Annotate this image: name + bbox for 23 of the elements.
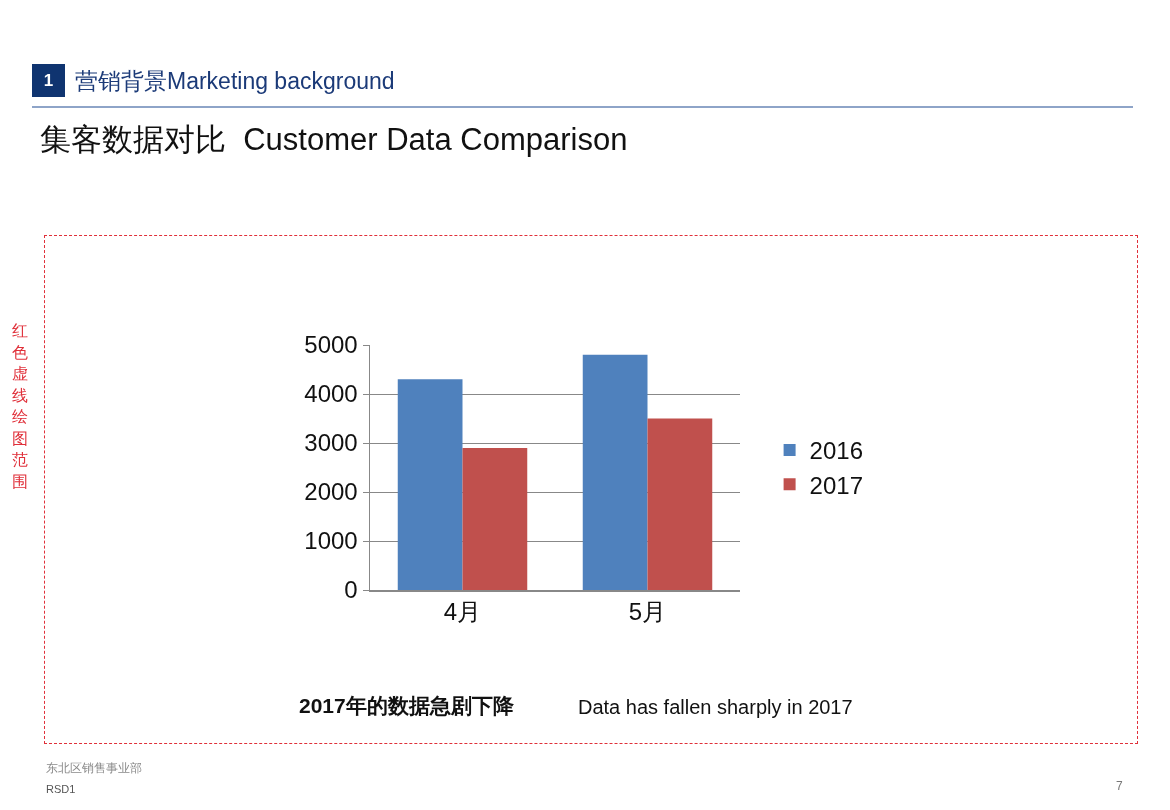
text: 7	[1116, 778, 1123, 794]
text: 红色虚线绘图范围	[12, 321, 28, 492]
text: 营销背景Marketing background	[75, 67, 395, 96]
text: 1	[32, 64, 65, 97]
x-tick-label: 4月	[443, 598, 482, 626]
y-tick-label: 2000	[304, 478, 358, 506]
legend-label: 2017	[809, 471, 863, 499]
bar	[397, 379, 463, 590]
chart-title: 集客数据对比 Customer Data Comparison	[40, 121, 628, 159]
bar	[582, 354, 648, 590]
bar	[647, 418, 713, 590]
y-tick-label: 1000	[304, 527, 358, 555]
text: RSD1	[46, 782, 76, 797]
text: 2017年的数据急剧下降	[299, 693, 514, 719]
text: Data has fallen sharply in 2017	[578, 695, 853, 720]
y-tick-label: 0	[344, 576, 358, 604]
y-tick-label: 4000	[304, 380, 358, 408]
text: 东北区销售事业部	[46, 760, 142, 776]
y-tick-label: 3000	[304, 429, 358, 457]
x-tick-label: 5月	[628, 598, 667, 626]
y-tick-label: 5000	[304, 331, 358, 359]
bar	[462, 447, 528, 590]
legend-label: 2016	[809, 437, 863, 465]
